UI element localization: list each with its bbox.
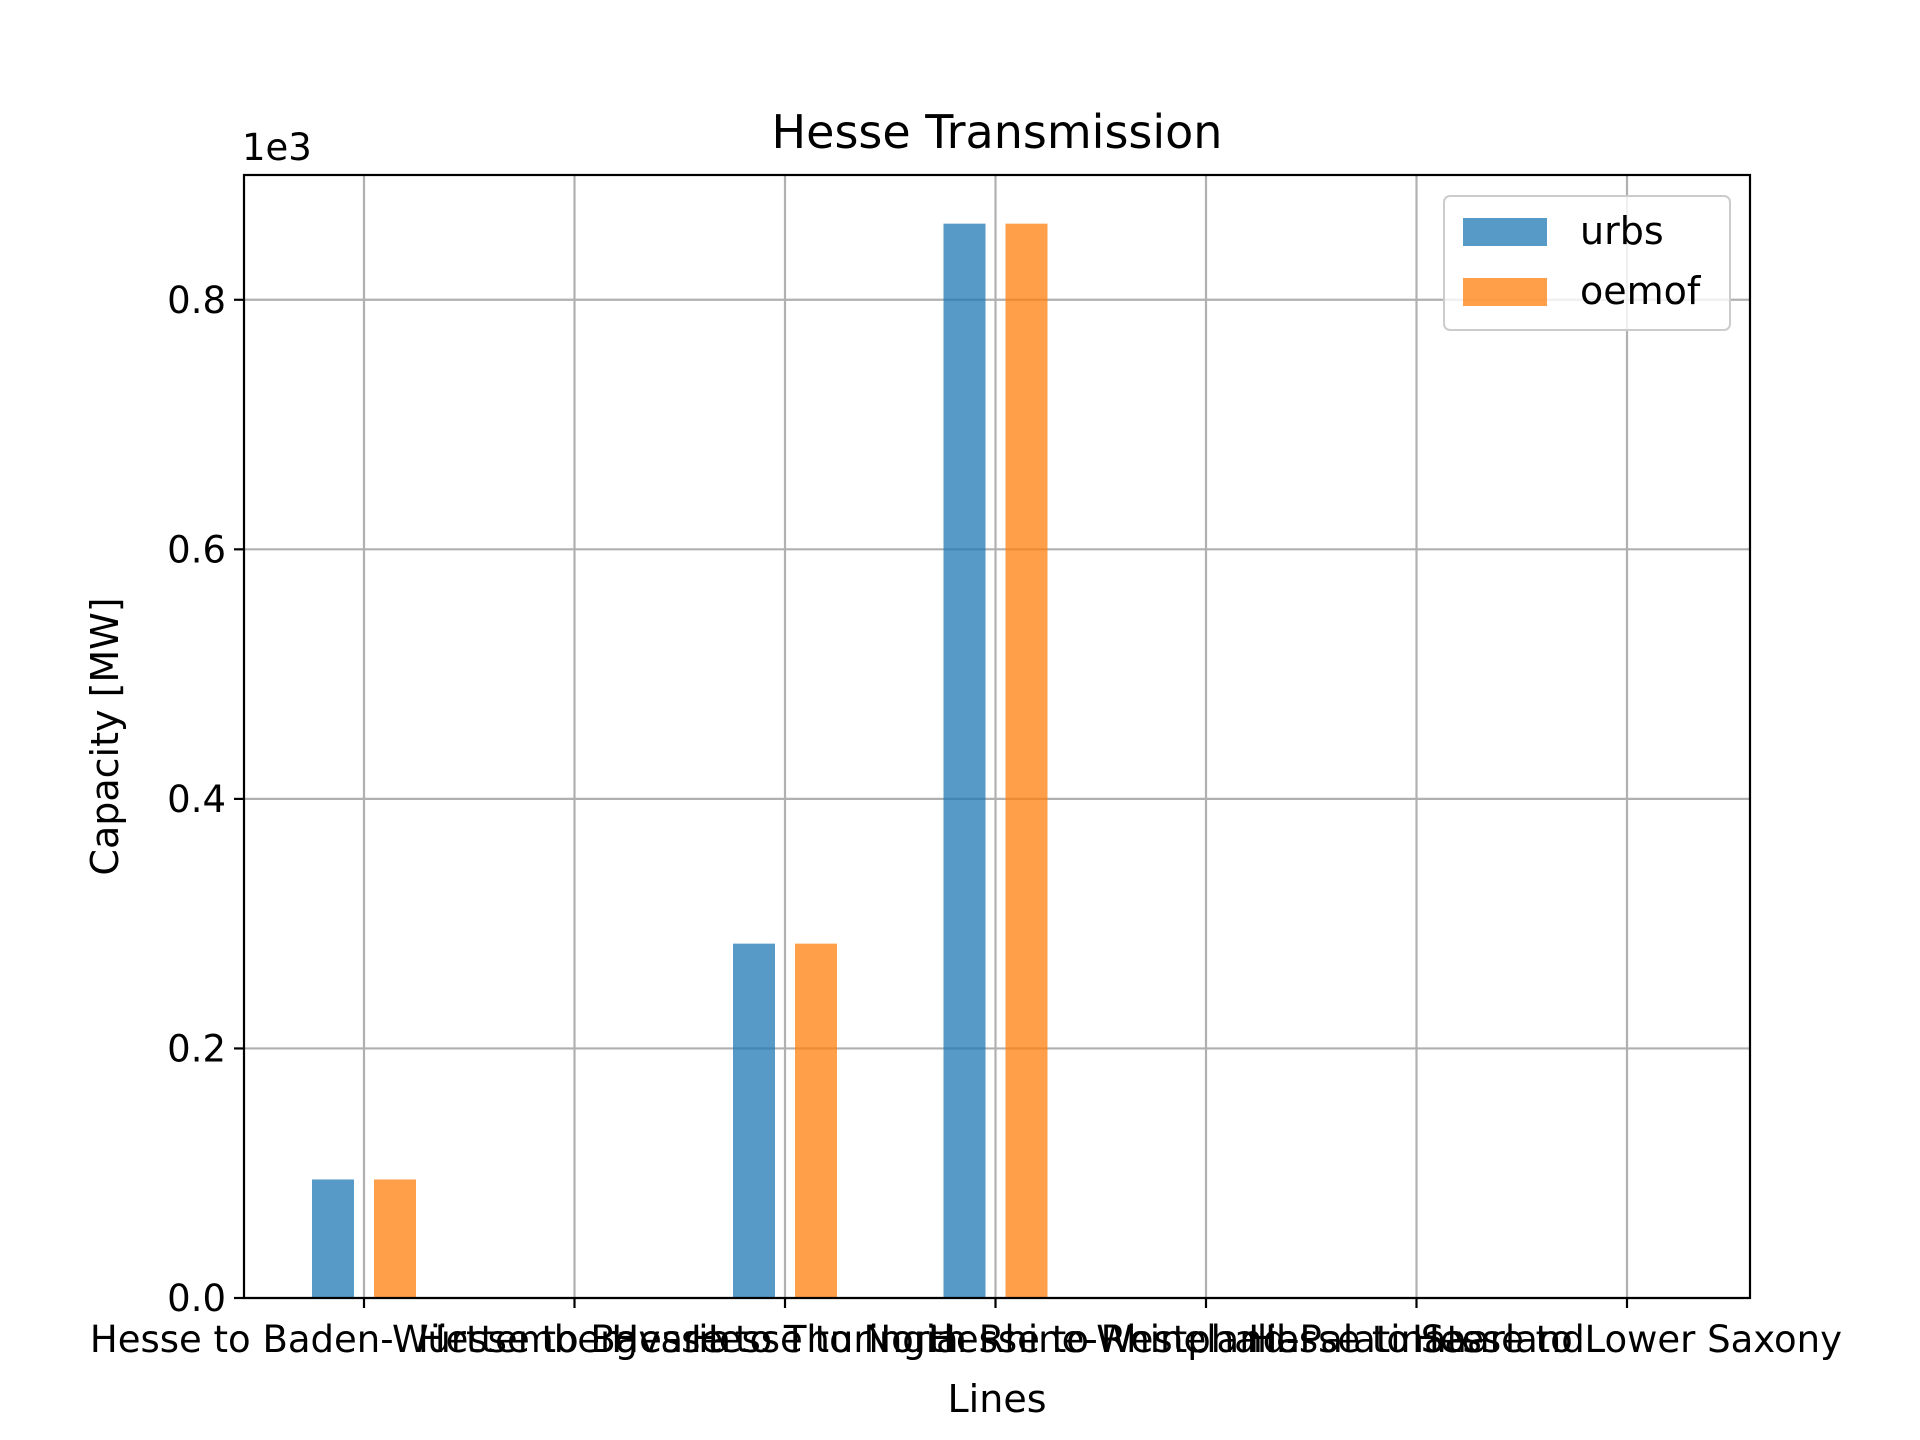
bar-oemof bbox=[374, 1179, 416, 1298]
bars bbox=[312, 223, 1048, 1298]
bar-oemof bbox=[1005, 223, 1048, 1298]
x-tick-label: Hesse to Thuringia bbox=[611, 1318, 958, 1361]
ticks: 0.0 0.2 0.4 0.6 0.8 Hesse to Baden-Württember… bbox=[90, 279, 1842, 1361]
chart-title: Hesse Transmission bbox=[772, 105, 1223, 159]
y-tick-label: 0.0 bbox=[167, 1277, 226, 1320]
grid bbox=[244, 175, 1750, 1300]
bar-oemof bbox=[795, 943, 837, 1298]
legend-swatch-urbs bbox=[1463, 218, 1547, 246]
x-tick-label: Hesse to Lower Saxony bbox=[1412, 1318, 1842, 1361]
y-offset-label: 1e3 bbox=[242, 126, 312, 169]
x-axis-label: Lines bbox=[948, 1377, 1047, 1421]
x-tick-label: Hesse to North Rhine-Westphalia bbox=[691, 1318, 1300, 1361]
x-tick-label: Hesse to Baden-Württemberg bbox=[90, 1318, 638, 1361]
legend-label-oemof: oemof bbox=[1580, 269, 1702, 313]
bar-urbs bbox=[943, 223, 986, 1298]
y-tick-label: 0.6 bbox=[167, 528, 226, 571]
x-tick-label: Hesse to Rhineland-Palatinate bbox=[928, 1318, 1484, 1361]
y-axis-label: Capacity [MW] bbox=[83, 597, 127, 875]
legend-swatch-oemof bbox=[1463, 278, 1547, 306]
x-tick-label: Hesse to Bavaria bbox=[418, 1318, 731, 1361]
y-tick-label: 0.2 bbox=[167, 1027, 226, 1070]
bar-urbs bbox=[733, 943, 775, 1298]
legend-label-urbs: urbs bbox=[1580, 209, 1664, 253]
plot-frame bbox=[242, 173, 1752, 1300]
y-tick-label: 0.8 bbox=[167, 279, 226, 322]
y-tick-label: 0.4 bbox=[167, 778, 226, 821]
bar-urbs bbox=[312, 1179, 354, 1298]
legend: urbs oemof bbox=[1443, 195, 1731, 331]
x-tick-label: Hesse to Saarland bbox=[1248, 1318, 1585, 1361]
